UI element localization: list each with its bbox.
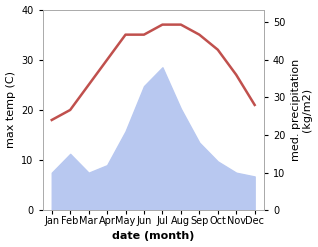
Y-axis label: med. precipitation
(kg/m2): med. precipitation (kg/m2) (291, 59, 313, 161)
X-axis label: date (month): date (month) (112, 231, 194, 242)
Y-axis label: max temp (C): max temp (C) (5, 71, 16, 148)
